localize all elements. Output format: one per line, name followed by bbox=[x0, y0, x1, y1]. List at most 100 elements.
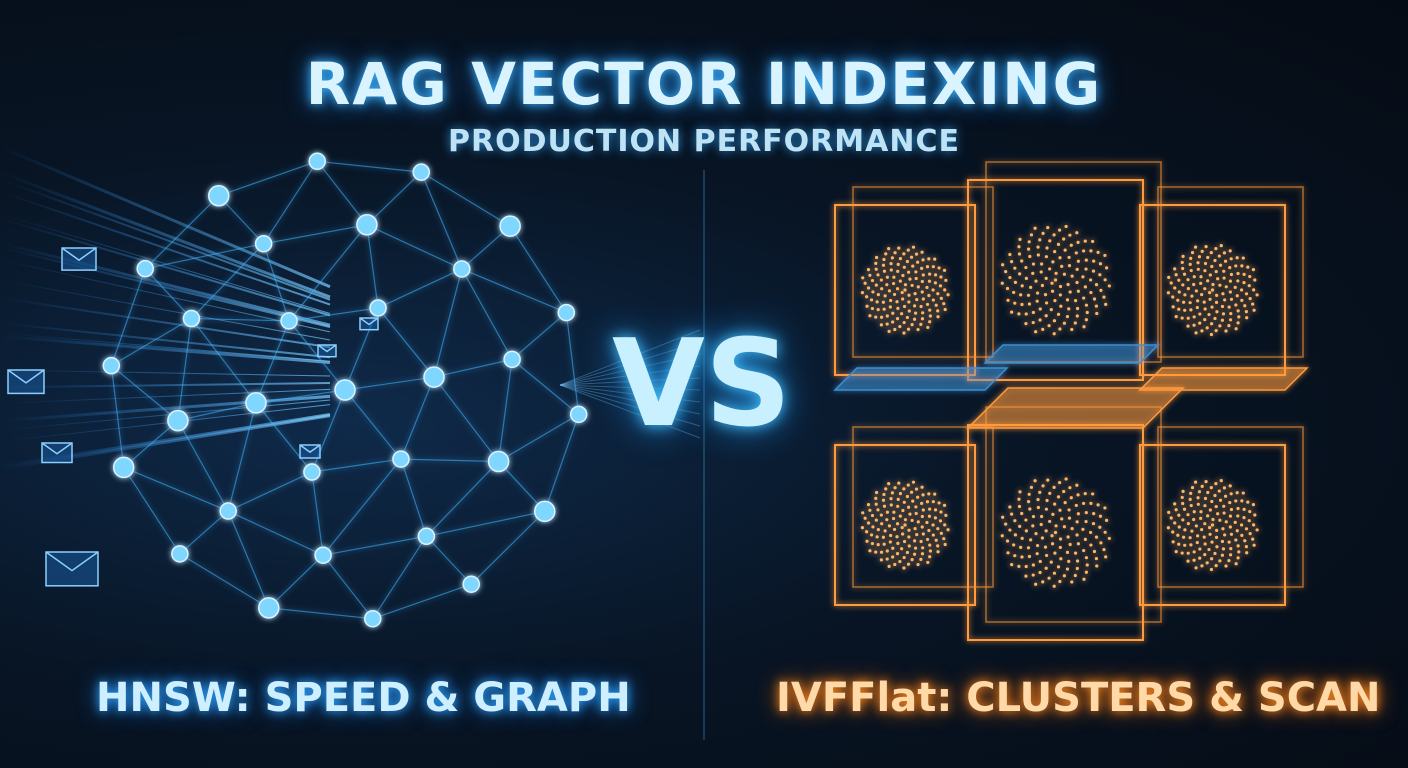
cluster-point bbox=[1234, 303, 1238, 307]
graph-edge bbox=[420, 171, 463, 270]
cluster-point bbox=[887, 329, 891, 333]
cluster-point bbox=[875, 300, 879, 304]
cluster-point bbox=[1017, 564, 1021, 568]
speed-streak bbox=[0, 178, 331, 301]
cluster-point bbox=[1056, 565, 1061, 569]
cluster-point bbox=[1085, 563, 1089, 567]
cluster-point bbox=[1245, 551, 1249, 555]
cluster-point bbox=[1044, 507, 1048, 511]
cluster-point bbox=[1044, 314, 1048, 318]
cluster-point bbox=[1058, 327, 1062, 331]
graph-edge bbox=[322, 458, 402, 556]
cluster-point bbox=[942, 302, 946, 306]
cluster-point bbox=[879, 558, 883, 562]
cluster-point bbox=[893, 562, 897, 567]
speed-streak bbox=[559, 384, 701, 403]
cluster-point bbox=[901, 508, 905, 513]
cluster-point bbox=[1024, 312, 1028, 316]
cluster-point bbox=[1200, 249, 1204, 253]
cluster-point bbox=[1103, 506, 1107, 510]
cluster-point bbox=[939, 531, 943, 535]
cluster-point bbox=[896, 541, 900, 545]
graph-network-icon bbox=[102, 152, 588, 628]
cluster-point bbox=[1005, 539, 1010, 543]
cluster-point bbox=[1206, 279, 1210, 283]
speed-streak bbox=[0, 388, 331, 404]
cluster-point bbox=[1067, 516, 1072, 520]
cluster-point bbox=[1082, 249, 1086, 253]
cluster-point bbox=[1010, 512, 1014, 516]
cluster-point bbox=[1020, 536, 1024, 540]
cluster-point bbox=[933, 516, 937, 520]
cluster-point bbox=[1234, 538, 1238, 542]
cluster-point bbox=[1229, 547, 1233, 551]
cluster-point bbox=[874, 518, 878, 522]
cluster-point bbox=[1228, 290, 1232, 294]
graph-edge bbox=[565, 312, 580, 415]
cluster-point bbox=[1167, 275, 1171, 279]
cluster-point bbox=[936, 309, 940, 313]
cluster-point bbox=[1236, 279, 1240, 283]
cluster-point bbox=[1020, 302, 1024, 307]
cluster-point bbox=[897, 481, 901, 485]
cluster-point bbox=[1094, 556, 1098, 561]
cluster-point bbox=[1013, 266, 1017, 270]
cluster-point bbox=[1224, 285, 1228, 289]
cluster-point bbox=[901, 297, 905, 301]
cluster-point bbox=[1054, 271, 1058, 275]
cluster-point bbox=[1229, 272, 1234, 277]
cluster-point bbox=[1094, 282, 1099, 287]
cluster-point bbox=[1031, 573, 1035, 577]
cluster-point bbox=[1103, 253, 1107, 258]
cluster-point bbox=[1031, 271, 1035, 275]
cluster-point bbox=[927, 514, 932, 518]
cluster-point bbox=[900, 312, 904, 316]
cluster-point bbox=[1180, 495, 1184, 500]
cluster-point bbox=[1013, 301, 1017, 305]
cluster-point bbox=[1177, 290, 1181, 294]
cluster-point bbox=[1038, 318, 1042, 322]
cluster-point bbox=[1010, 310, 1014, 314]
cluster-point bbox=[1223, 494, 1228, 498]
cluster-point bbox=[931, 288, 935, 292]
cluster-point bbox=[933, 492, 937, 496]
cluster-point bbox=[1053, 551, 1057, 555]
graph-edge bbox=[425, 461, 499, 537]
graph-edge bbox=[420, 171, 511, 227]
cluster-point bbox=[884, 252, 888, 256]
cluster-point bbox=[1173, 267, 1177, 271]
cluster-point bbox=[1073, 321, 1077, 325]
cluster-point bbox=[876, 308, 880, 312]
cluster-point bbox=[1200, 527, 1204, 532]
graph-node bbox=[308, 152, 326, 171]
speed-streak bbox=[0, 332, 331, 362]
cluster-point bbox=[1214, 504, 1218, 509]
cluster-point bbox=[887, 289, 892, 293]
cluster-point bbox=[1251, 503, 1256, 507]
cluster-point bbox=[1236, 544, 1240, 548]
cluster-point bbox=[1186, 522, 1190, 526]
cluster-point bbox=[898, 492, 903, 496]
cluster-point bbox=[1243, 304, 1247, 308]
cluster-point bbox=[1065, 314, 1070, 319]
cluster-point bbox=[1068, 486, 1072, 490]
graph-edge bbox=[511, 312, 567, 360]
graph-node bbox=[487, 450, 510, 473]
graph-edge bbox=[433, 268, 463, 378]
graph-edge bbox=[123, 467, 181, 555]
cluster-point bbox=[865, 530, 869, 534]
cluster-point bbox=[1048, 267, 1052, 271]
graph-edge bbox=[316, 160, 368, 226]
cluster-point bbox=[915, 532, 919, 537]
cluster-point bbox=[1244, 310, 1248, 314]
cluster-point bbox=[892, 527, 897, 532]
cluster-point bbox=[1049, 308, 1053, 312]
cluster-point bbox=[927, 528, 931, 533]
cluster-point bbox=[1062, 237, 1066, 241]
cluster-point bbox=[1013, 533, 1018, 537]
cluster-point bbox=[1252, 308, 1256, 312]
cluster-point bbox=[1039, 522, 1043, 527]
cluster-point bbox=[885, 518, 889, 522]
cluster-point bbox=[1019, 293, 1023, 297]
cluster-point bbox=[1107, 536, 1111, 541]
